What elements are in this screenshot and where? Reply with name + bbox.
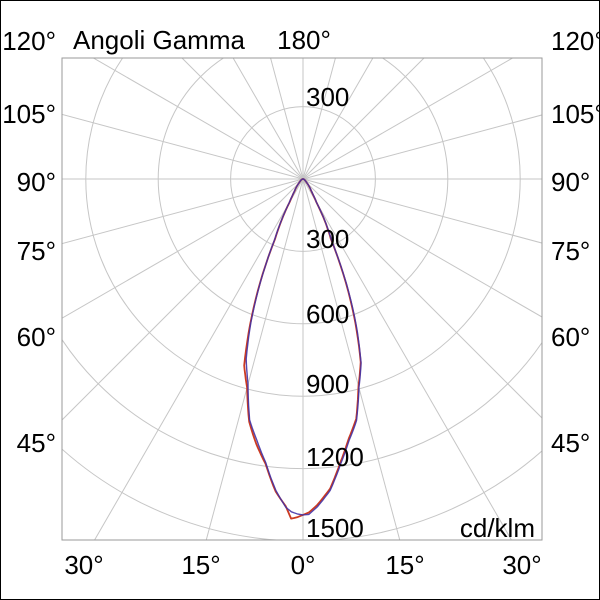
gamma-label-top-180: 180° — [277, 25, 331, 55]
intensity-curves — [243, 178, 362, 520]
angular-grid-ray — [62, 178, 304, 421]
radial-label-300-top: 300 — [306, 82, 349, 112]
angular-grid-ray — [302, 178, 542, 318]
radial-label-1200: 1200 — [306, 442, 364, 472]
gamma-label-right-60: 60° — [551, 322, 590, 352]
angular-grid-ray — [62, 178, 304, 245]
angular-grid-ray — [302, 58, 514, 180]
angular-grid-ray — [181, 58, 304, 180]
angular-grid-ray — [302, 178, 542, 244]
gamma-label-right-90: 90° — [551, 167, 590, 197]
blue-intensity-curve — [245, 178, 362, 516]
angular-grid-ray — [232, 58, 304, 180]
gamma-label-left-45: 45° — [17, 428, 56, 458]
chart-title: Angoli Gamma — [73, 25, 245, 55]
gamma-label-right-75: 75° — [551, 236, 590, 266]
angular-grid-ray — [62, 113, 304, 180]
gamma-label-left-60: 60° — [17, 322, 56, 352]
radial-label-900: 900 — [306, 369, 349, 399]
angular-grid-ray — [92, 58, 304, 180]
angular-grid-ray — [302, 178, 401, 540]
gamma-label-right-45: 45° — [551, 428, 590, 458]
gamma-label-bottom-15R: 15° — [385, 550, 424, 580]
gamma-label-left-90: 90° — [17, 167, 56, 197]
angular-grid-ray — [302, 58, 374, 180]
angular-grid-ray — [302, 58, 336, 180]
angular-grid-ray — [302, 178, 513, 540]
angular-grid-ray — [62, 178, 304, 319]
gamma-label-bottom-15L: 15° — [181, 550, 220, 580]
radial-label-600: 600 — [306, 299, 349, 329]
angular-grid-ray — [302, 178, 542, 419]
gamma-label-left-105: 105° — [2, 99, 56, 129]
plot-frame — [61, 57, 543, 541]
gamma-label-bottom-30R: 30° — [502, 550, 541, 580]
radial-grid-circle — [62, 448, 542, 540]
angular-grid-ray — [205, 178, 304, 540]
gamma-label-bottom-30L: 30° — [64, 550, 103, 580]
radial-unit-label: cd/klm — [460, 513, 535, 543]
angular-grid-ray — [270, 58, 304, 180]
gamma-label-bottom-0: 0° — [291, 550, 316, 580]
radial-label-1500: 1500 — [306, 513, 364, 543]
angular-grid-ray — [302, 114, 542, 180]
gamma-label-right-120: 120° — [551, 26, 599, 56]
angular-grid-ray — [302, 58, 425, 180]
gamma-label-left-120: 120° — [2, 26, 56, 56]
radial-label-300: 300 — [306, 224, 349, 254]
gamma-label-left-75: 75° — [17, 236, 56, 266]
angular-grid-ray — [93, 178, 304, 540]
gamma-label-right-105: 105° — [551, 99, 599, 129]
